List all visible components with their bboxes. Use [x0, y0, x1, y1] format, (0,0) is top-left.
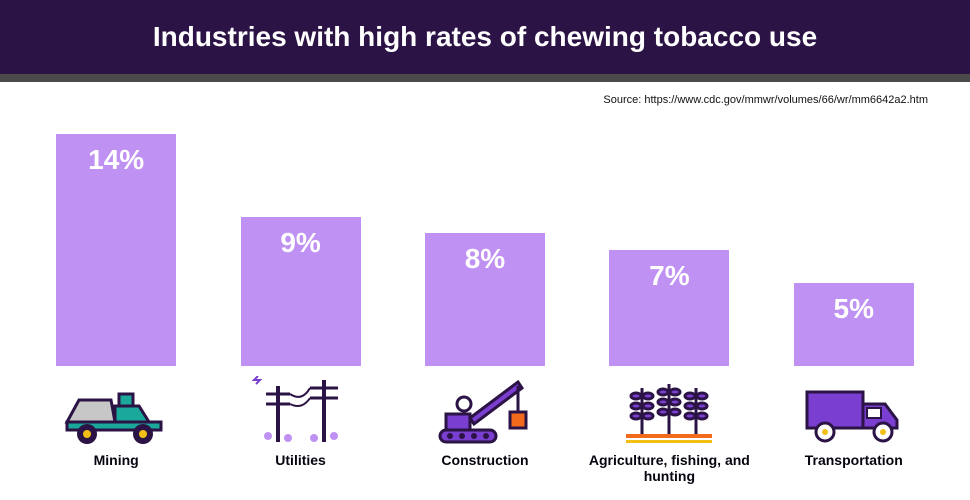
crops-icon [599, 374, 739, 446]
bar-col: 7% [584, 250, 754, 486]
mining-truck-icon [46, 374, 186, 446]
bar-label: Construction [441, 452, 528, 486]
truck-icon [784, 374, 924, 446]
bar-col: 8% Construction [400, 233, 570, 486]
bar-value: 14% [56, 144, 176, 176]
bar-value: 9% [241, 227, 361, 259]
bar: 8% [425, 233, 545, 366]
bar-col: 9% Utilities [216, 217, 386, 486]
bar: 7% [609, 250, 729, 366]
bar: 5% [794, 283, 914, 366]
source-text: Source: https://www.cdc.gov/mmwr/volumes… [603, 94, 928, 106]
bar-label: Transportation [805, 452, 903, 486]
crane-icon [415, 374, 555, 446]
bar-col: 14% Mining [31, 134, 201, 486]
bar-label: Agriculture, fishing, and hunting [584, 452, 754, 486]
bar-chart: 14% Mining 9% [24, 96, 946, 486]
bar: 14% [56, 134, 176, 366]
bar-value: 7% [609, 260, 729, 292]
chart-area: Source: https://www.cdc.gov/mmwr/volumes… [0, 82, 970, 500]
bar: 9% [241, 217, 361, 366]
page-title: Industries with high rates of chewing to… [153, 21, 817, 53]
utilities-poles-icon [231, 374, 371, 446]
title-bar: Industries with high rates of chewing to… [0, 0, 970, 74]
bar-col: 5% Transportation [769, 283, 939, 486]
header-divider [0, 74, 970, 82]
bar-label: Utilities [275, 452, 326, 486]
bar-value: 8% [425, 243, 545, 275]
bar-value: 5% [794, 293, 914, 325]
bar-label: Mining [94, 452, 139, 486]
